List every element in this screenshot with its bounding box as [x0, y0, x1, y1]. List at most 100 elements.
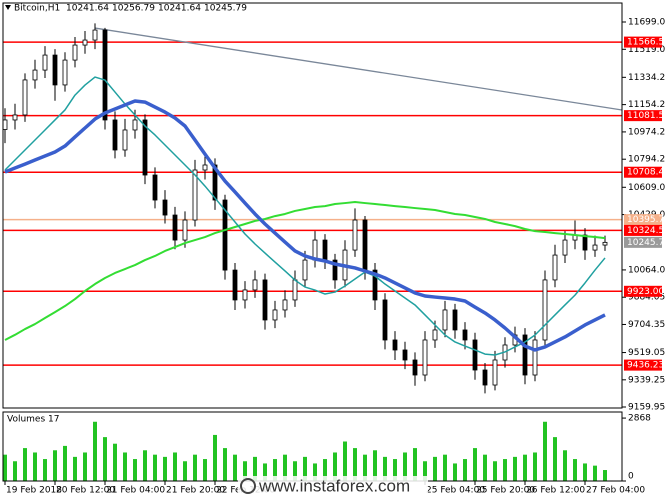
- candle-body: [22, 79, 28, 116]
- candle-body: [292, 279, 298, 301]
- level-label: 9436.23: [627, 361, 664, 371]
- level-label-box: [624, 224, 662, 236]
- candle-body: [142, 119, 148, 176]
- volume-bar: [33, 452, 37, 481]
- header-value: 10256.79: [112, 4, 155, 14]
- level-label-box: [624, 359, 662, 371]
- candle-body: [252, 279, 258, 291]
- volume-bar: [533, 452, 537, 481]
- y-tick-label: 10974.20: [628, 127, 665, 137]
- volume-bar: [353, 448, 357, 481]
- volume-bar: [583, 463, 587, 481]
- volume-bar: [13, 461, 17, 481]
- level-label: 10395.79: [627, 215, 665, 225]
- volume-bar: [413, 448, 417, 481]
- moving-average: [4, 99, 606, 352]
- x-tick-label: 21 Feb 20:00: [166, 486, 225, 496]
- y-tick-label: 11519.05: [628, 45, 665, 55]
- volume-bar: [263, 463, 267, 481]
- level-label: 11081.55: [627, 111, 665, 121]
- volume-bar: [3, 454, 7, 481]
- volume-bar: [463, 459, 467, 481]
- last-price-label: 10245.79: [627, 238, 665, 248]
- candle-body: [362, 219, 368, 271]
- volume-bar: [223, 448, 227, 481]
- volume-bar: [143, 450, 147, 481]
- candle-body: [332, 259, 338, 281]
- candle-body: [32, 69, 38, 81]
- x-tick-label: 25 Feb 04:00: [426, 486, 485, 496]
- candle-body: [192, 169, 198, 221]
- x-tick-label: 27 Feb 04:00: [586, 486, 645, 496]
- candle-body: [582, 234, 588, 251]
- candle-body: [2, 119, 8, 130]
- candle-body: [302, 259, 308, 281]
- y-tick-label: 10064.06: [628, 265, 665, 275]
- candle-body: [72, 44, 78, 61]
- candle-body: [322, 239, 328, 261]
- candle-body: [82, 39, 88, 46]
- candle-body: [152, 174, 158, 201]
- volume-bar: [543, 421, 547, 481]
- x-tick-label: 21 Feb 04:00: [106, 486, 165, 496]
- volume-bar: [313, 463, 317, 481]
- volume-bar: [373, 450, 377, 481]
- candle-body: [272, 309, 278, 321]
- level-label: 10708.40: [627, 168, 665, 178]
- y-tick-label: 11154.25: [628, 100, 665, 110]
- candle-body: [282, 299, 288, 311]
- volume-bar: [203, 459, 207, 481]
- volume-bar: [393, 459, 397, 481]
- candle-body: [212, 164, 218, 201]
- volume-y-tick-label: 2868: [628, 414, 651, 424]
- volume-bar: [183, 461, 187, 481]
- trend-line: [94, 27, 623, 111]
- volume-bar: [193, 454, 197, 481]
- candle-body: [112, 119, 118, 151]
- candle-body: [42, 54, 48, 71]
- plot-layer: [2, 23, 623, 481]
- y-tick-label: 9519.05: [628, 348, 665, 358]
- volume-bar: [273, 459, 277, 481]
- volume-bar: [483, 454, 487, 481]
- volume-bar: [283, 454, 287, 481]
- candle-body: [402, 349, 408, 361]
- moving-average: [4, 200, 606, 341]
- candle-body: [492, 359, 498, 386]
- volume-bar: [473, 448, 477, 481]
- volume-bar: [433, 456, 437, 481]
- volume-y-tick-label: 0: [628, 472, 634, 482]
- y-tick-label: 11699.05: [628, 18, 665, 28]
- y-tick-label: 9884.05: [628, 293, 665, 303]
- volume-bar: [363, 454, 367, 481]
- candle-body: [122, 129, 128, 151]
- header-value: 10241.64: [66, 4, 109, 14]
- volume-bar: [233, 454, 237, 481]
- candle-body: [172, 214, 178, 241]
- candle-body: [62, 59, 68, 86]
- candle-body: [92, 29, 98, 41]
- main-panel-border: [2, 2, 623, 409]
- candle-body: [12, 114, 18, 121]
- volume-bar: [173, 452, 177, 481]
- candle-body: [52, 54, 58, 86]
- candle-body: [602, 241, 608, 246]
- level-label-box: [624, 36, 662, 48]
- volume-bar: [43, 459, 47, 481]
- candle-body: [432, 329, 438, 341]
- volume-bar: [593, 465, 597, 481]
- candle-body: [262, 279, 268, 321]
- volume-bar: [63, 445, 67, 481]
- candle-body: [442, 309, 448, 331]
- volume-bar: [83, 452, 87, 481]
- watermark-box: [238, 476, 428, 496]
- volume-bar: [103, 437, 107, 481]
- volume-bar: [573, 459, 577, 481]
- candle-body: [472, 339, 478, 371]
- candle-body: [482, 369, 488, 386]
- x-tick-label: 20 Feb 12:00: [56, 486, 115, 496]
- y-tick-label: 10609.05: [628, 183, 665, 193]
- volume-bar: [293, 461, 297, 481]
- x-tick-label: 26 Feb 12:00: [526, 486, 585, 496]
